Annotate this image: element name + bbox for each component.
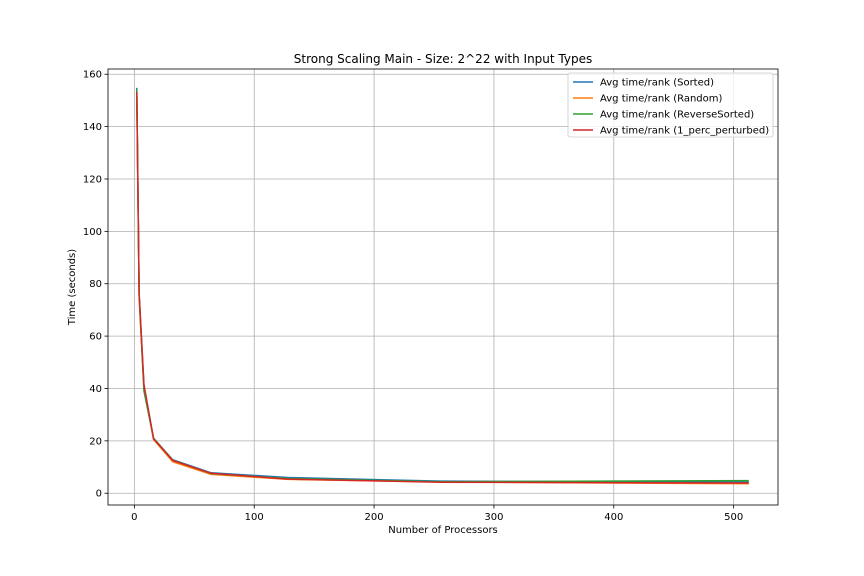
- x-axis-label: Number of Processors: [388, 525, 498, 536]
- legend: Avg time/rank (Sorted) Avg time/rank (Ran…: [567, 72, 774, 138]
- y-axis-ticks: 0 20 40 60 80 100 120 140 160: [83, 70, 108, 500]
- legend-entry: Avg time/rank (Sorted): [600, 78, 714, 89]
- y-tick-label: 40: [89, 384, 102, 395]
- y-axis-label: Time (seconds): [67, 249, 78, 326]
- legend-entry: Avg time/rank (Random): [600, 94, 723, 105]
- legend-entry: Avg time/rank (ReverseSorted): [600, 110, 754, 121]
- x-axis-ticks: 0 100 200 300 400 500: [131, 505, 743, 523]
- x-tick-label: 200: [365, 512, 384, 523]
- x-tick-label: 100: [245, 512, 264, 523]
- gridlines: [108, 69, 778, 505]
- y-tick-label: 60: [89, 332, 102, 343]
- y-tick-label: 0: [96, 489, 102, 500]
- series-lines: [136, 87, 749, 485]
- y-tick-label: 100: [83, 227, 102, 238]
- y-tick-label: 20: [89, 436, 102, 447]
- legend-entry: Avg time/rank (1_perc_perturbed): [600, 126, 769, 137]
- y-tick-label: 140: [83, 122, 102, 133]
- x-tick-label: 300: [484, 512, 503, 523]
- chart-title: Strong Scaling Main - Size: 2^22 with In…: [294, 52, 593, 66]
- x-tick-label: 400: [604, 512, 623, 523]
- legend-box: [567, 72, 774, 138]
- plot-frame: [107, 68, 779, 506]
- y-tick-label: 120: [83, 174, 102, 185]
- series-line-4: [136, 91, 749, 484]
- y-tick-label: 80: [89, 279, 102, 290]
- x-tick-label: 0: [131, 512, 137, 523]
- x-tick-label: 500: [724, 512, 743, 523]
- y-tick-label: 160: [83, 70, 102, 81]
